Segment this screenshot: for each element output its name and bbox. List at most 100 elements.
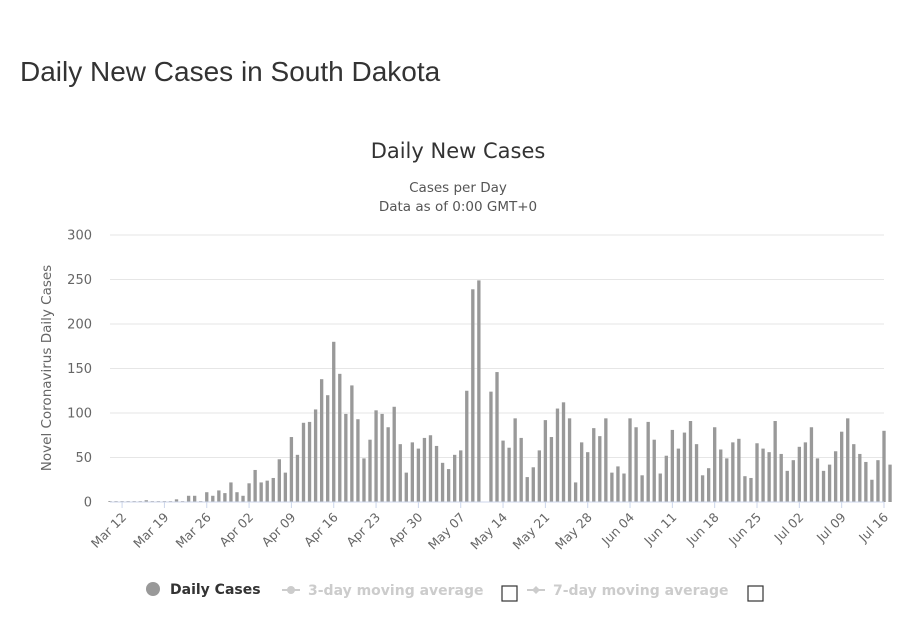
bar[interactable] <box>453 454 457 502</box>
bar[interactable] <box>211 495 215 502</box>
bar[interactable] <box>809 427 814 502</box>
bar[interactable] <box>815 458 820 502</box>
bar[interactable] <box>567 418 572 502</box>
bar[interactable] <box>356 419 360 502</box>
bar[interactable] <box>144 500 148 502</box>
bar[interactable] <box>549 437 554 502</box>
bar[interactable] <box>398 444 402 502</box>
bar[interactable] <box>489 391 493 502</box>
bar[interactable] <box>410 442 415 502</box>
bar[interactable] <box>374 410 378 502</box>
bar[interactable] <box>803 442 808 502</box>
bar[interactable] <box>477 280 481 502</box>
legend-item-daily-cases[interactable]: Daily Cases <box>146 582 261 598</box>
legend-item-7-day-average[interactable]: 7-day moving average <box>527 583 729 599</box>
bar[interactable] <box>247 483 251 502</box>
bar[interactable] <box>332 341 336 502</box>
bar[interactable] <box>519 437 523 502</box>
bar[interactable] <box>755 443 759 502</box>
bar[interactable] <box>598 436 602 502</box>
bar[interactable] <box>217 490 221 502</box>
bar[interactable] <box>459 450 463 502</box>
bar[interactable] <box>428 435 433 502</box>
bar[interactable] <box>700 475 705 502</box>
bar[interactable] <box>827 464 832 502</box>
bar[interactable] <box>773 421 777 502</box>
bar[interactable] <box>846 418 850 502</box>
bar[interactable] <box>791 460 795 502</box>
bar[interactable] <box>821 470 826 502</box>
bar[interactable] <box>501 440 505 502</box>
bar[interactable] <box>174 499 179 502</box>
bar[interactable] <box>719 449 723 502</box>
bar[interactable] <box>706 468 711 502</box>
bar[interactable] <box>186 495 191 502</box>
bar[interactable] <box>416 448 421 502</box>
bar[interactable] <box>265 480 269 502</box>
bar[interactable] <box>658 473 662 502</box>
bar[interactable] <box>592 428 596 502</box>
bar[interactable] <box>870 479 874 502</box>
bar[interactable] <box>368 439 372 502</box>
bar[interactable] <box>392 406 396 502</box>
bar[interactable] <box>737 438 741 502</box>
bar[interactable] <box>664 455 668 502</box>
bar[interactable] <box>471 289 475 502</box>
bar[interactable] <box>573 482 578 502</box>
bar[interactable] <box>713 427 717 502</box>
bar[interactable] <box>289 437 294 502</box>
bar[interactable] <box>688 421 693 502</box>
bar[interactable] <box>833 451 838 502</box>
bar[interactable] <box>386 427 390 502</box>
bar[interactable] <box>434 445 439 502</box>
bar[interactable] <box>840 431 844 502</box>
bar[interactable] <box>344 413 348 502</box>
bar[interactable] <box>670 429 675 502</box>
bar[interactable] <box>543 420 548 502</box>
bar[interactable] <box>579 442 584 502</box>
bar[interactable] <box>882 430 886 502</box>
bar[interactable] <box>253 469 257 502</box>
bar[interactable] <box>779 453 783 502</box>
bar[interactable] <box>555 408 560 502</box>
checkbox-7-day-average[interactable] <box>747 585 764 602</box>
bar[interactable] <box>338 373 342 502</box>
bar[interactable] <box>307 421 312 502</box>
bar[interactable] <box>634 427 638 502</box>
bar[interactable] <box>205 492 209 502</box>
bar[interactable] <box>604 418 608 502</box>
bar[interactable] <box>694 444 699 502</box>
bar[interactable] <box>646 421 650 502</box>
bar[interactable] <box>229 482 233 502</box>
bar[interactable] <box>864 461 868 502</box>
bar[interactable] <box>725 458 729 502</box>
bar[interactable] <box>241 495 245 502</box>
bar[interactable] <box>797 446 802 502</box>
bar[interactable] <box>192 495 197 502</box>
bar[interactable] <box>652 439 656 502</box>
bar[interactable] <box>616 466 620 502</box>
bar[interactable] <box>465 390 469 502</box>
bar[interactable] <box>537 450 541 502</box>
bar[interactable] <box>761 448 765 502</box>
bar[interactable] <box>326 395 330 502</box>
bar[interactable] <box>858 453 862 502</box>
checkbox-3-day-average[interactable] <box>501 585 518 602</box>
bar[interactable] <box>422 437 427 502</box>
bar[interactable] <box>731 442 735 502</box>
bar[interactable] <box>507 447 511 502</box>
bar[interactable] <box>440 462 445 502</box>
bar[interactable] <box>682 432 687 502</box>
bar[interactable] <box>313 409 318 502</box>
bar[interactable] <box>404 472 408 502</box>
bar[interactable] <box>586 452 590 502</box>
bar[interactable] <box>743 476 747 502</box>
legend-item-3-day-average[interactable]: 3-day moving average <box>282 583 484 599</box>
bar[interactable] <box>876 460 880 502</box>
bar[interactable] <box>640 475 644 502</box>
bar[interactable] <box>531 467 535 502</box>
bar[interactable] <box>223 493 227 502</box>
bar[interactable] <box>380 413 384 502</box>
bar[interactable] <box>350 385 354 502</box>
bar[interactable] <box>561 402 566 502</box>
